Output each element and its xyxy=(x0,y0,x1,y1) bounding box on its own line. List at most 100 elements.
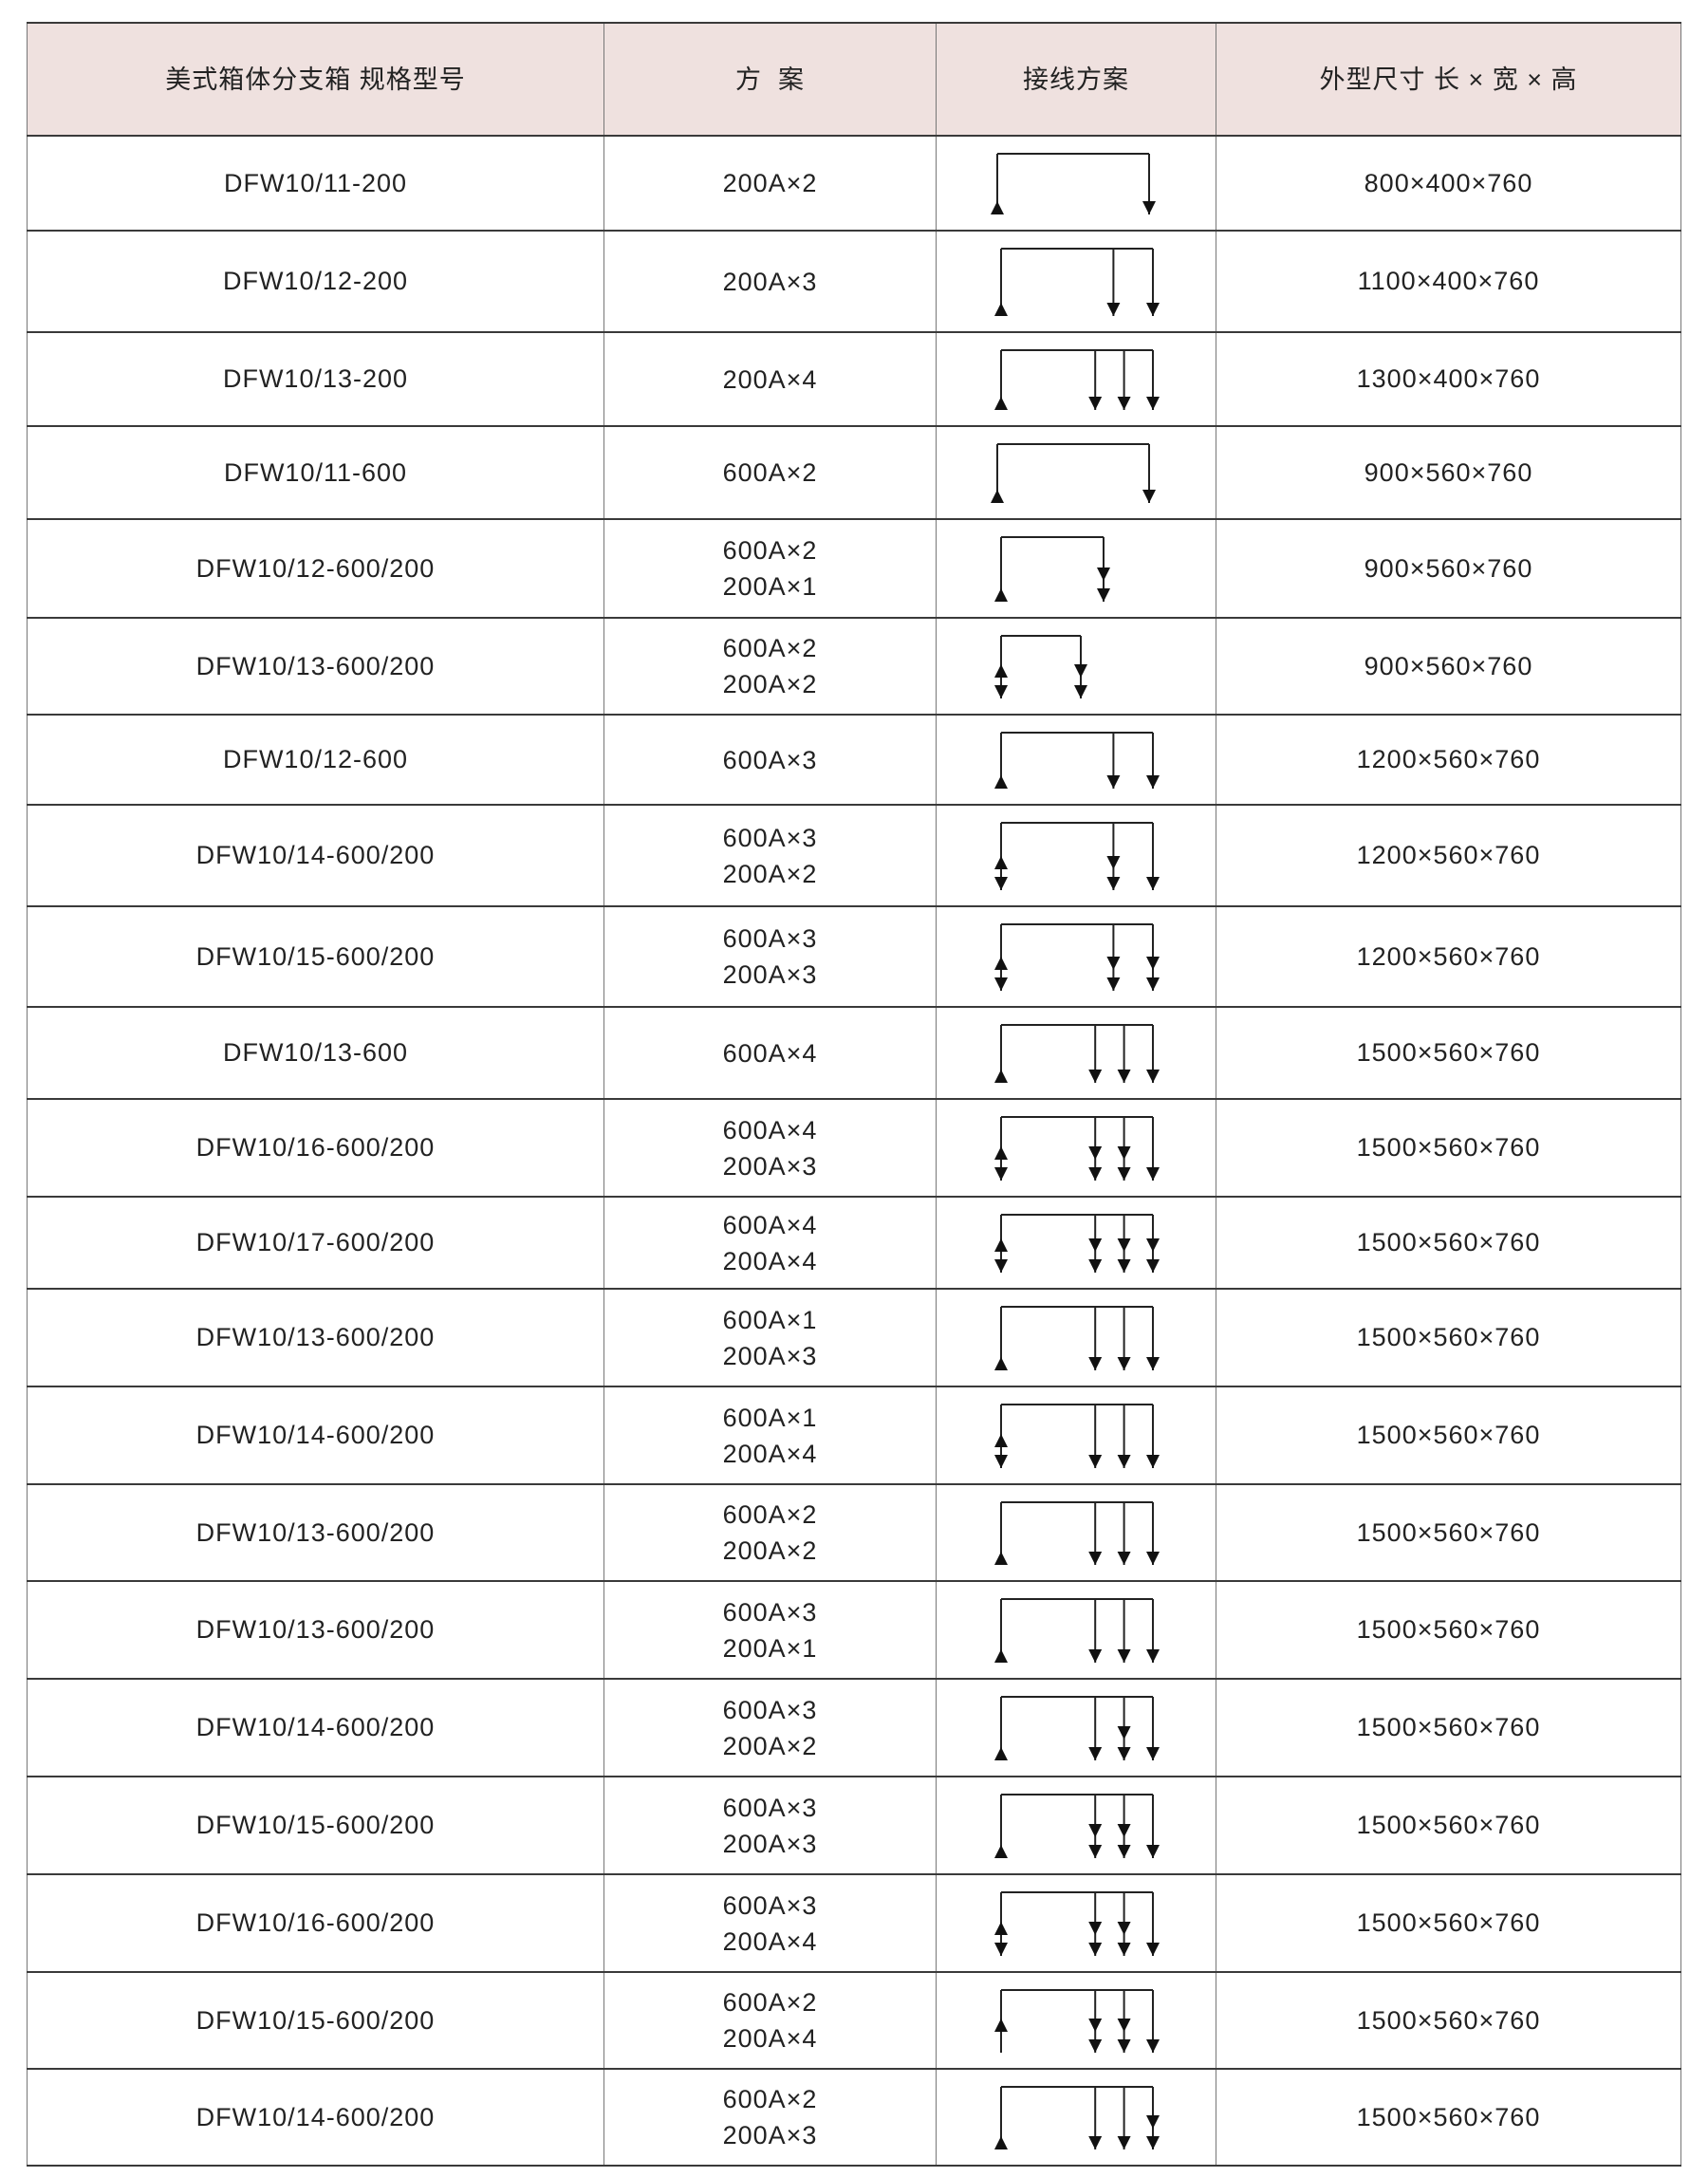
wiring-diagram xyxy=(994,1891,1160,1956)
output-down-arrow-icon xyxy=(1117,1726,1131,1740)
output-down-arrow-icon xyxy=(1097,588,1110,602)
output-down-arrow-icon xyxy=(1146,1070,1160,1083)
source-up-arrow-icon xyxy=(991,490,1004,503)
source-up-arrow-icon xyxy=(994,856,1008,869)
table-row: DFW10/15-600/200 600A×3 200A×3 1500×560×760 xyxy=(27,1776,1681,1875)
scheme-cell: 600A×4 xyxy=(603,1006,937,1100)
source-down-arrow-icon xyxy=(994,685,1008,698)
output-down-arrow-icon xyxy=(1088,1357,1103,1370)
output-down-arrow-icon xyxy=(1074,685,1087,698)
table-row: DFW10/13-600 600A×4 1500×560×760 xyxy=(27,1006,1681,1100)
scheme-line: 600A×4 xyxy=(722,1038,818,1068)
source-up-arrow-icon xyxy=(994,1845,1008,1858)
wiring-diagram-cell xyxy=(936,331,1216,427)
output-down-arrow-icon xyxy=(1146,1845,1160,1858)
scheme-cell: 600A×3 xyxy=(603,714,937,806)
model-cell: DFW10/13-600 xyxy=(27,1006,604,1100)
wiring-diagram xyxy=(994,1306,1160,1370)
wiring-diagram xyxy=(994,635,1087,698)
scheme-line: 200A×3 xyxy=(722,1341,818,1370)
wiring-diagram xyxy=(994,923,1160,991)
header-size: 外型尺寸 长 × 宽 × 高 xyxy=(1216,22,1681,137)
size-cell: 900×560×760 xyxy=(1216,617,1681,716)
wiring-diagram-cell xyxy=(936,1098,1216,1198)
output-down-arrow-icon xyxy=(1117,1943,1131,1956)
output-down-arrow-icon xyxy=(1146,2115,1160,2129)
source-up-arrow-icon xyxy=(994,1922,1008,1935)
output-down-arrow-icon xyxy=(1088,1070,1103,1083)
output-down-arrow-icon xyxy=(1146,775,1160,789)
scheme-line: 600A×2 xyxy=(722,536,818,565)
wiring-diagram xyxy=(994,1404,1160,1468)
wiring-diagram-cell xyxy=(936,1196,1216,1290)
table-row: DFW10/14-600/200 600A×1 200A×4 1500×560×760 xyxy=(27,1386,1681,1485)
table-row: DFW10/11-600 600A×2 900×560×760 xyxy=(27,425,1681,520)
wiring-diagram-cell xyxy=(936,1288,1216,1387)
scheme-line: 600A×4 xyxy=(722,1115,818,1144)
size-cell: 1200×560×760 xyxy=(1216,804,1681,907)
source-down-arrow-icon xyxy=(994,1455,1008,1468)
output-down-arrow-icon xyxy=(1117,1070,1131,1083)
scheme-cell: 600A×3 200A×2 xyxy=(603,804,937,907)
model-cell: DFW10/13-600/200 xyxy=(27,1580,604,1680)
output-down-arrow-icon xyxy=(1146,977,1160,991)
header-size-line2: 长 × 宽 × 高 xyxy=(1433,65,1578,94)
source-up-arrow-icon xyxy=(994,775,1008,789)
source-up-arrow-icon xyxy=(994,2019,1008,2032)
wiring-diagram xyxy=(994,732,1160,789)
scheme-line: 200A×3 xyxy=(722,2121,818,2149)
source-down-arrow-icon xyxy=(994,877,1008,890)
wiring-diagram xyxy=(994,1214,1160,1273)
output-down-arrow-icon xyxy=(1117,1845,1131,1858)
wiring-diagram xyxy=(994,1598,1160,1663)
table-row: DFW10/12-600/200 600A×2 200A×1 900×560×760 xyxy=(27,518,1681,619)
output-down-arrow-icon xyxy=(1106,856,1121,869)
output-down-arrow-icon xyxy=(1117,1455,1131,1468)
model-cell: DFW10/12-200 xyxy=(27,230,604,333)
wiring-diagram xyxy=(994,1794,1160,1858)
wiring-diagram xyxy=(991,443,1156,503)
scheme-cell: 200A×3 xyxy=(603,230,937,333)
scheme-cell: 200A×4 xyxy=(603,331,937,427)
scheme-cell: 600A×1 200A×4 xyxy=(603,1386,937,1485)
source-down-arrow-icon xyxy=(994,1167,1008,1181)
scheme-line: 600A×3 xyxy=(722,1695,818,1724)
header-model: 美式箱体分支箱 规格型号 xyxy=(27,22,604,137)
source-up-arrow-icon xyxy=(994,1649,1008,1663)
scheme-line: 200A×3 xyxy=(722,1151,818,1181)
output-down-arrow-icon xyxy=(1146,397,1160,410)
scheme-line: 200A×4 xyxy=(722,1926,818,1956)
output-down-arrow-icon xyxy=(1088,1238,1103,1252)
output-down-arrow-icon xyxy=(1146,1357,1160,1370)
output-down-arrow-icon xyxy=(1097,568,1110,581)
model-cell: DFW10/13-600/200 xyxy=(27,1483,604,1582)
output-down-arrow-icon xyxy=(1146,1259,1160,1273)
source-down-arrow-icon xyxy=(994,1943,1008,1956)
output-down-arrow-icon xyxy=(1117,1747,1131,1760)
source-up-arrow-icon xyxy=(994,1146,1008,1160)
output-down-arrow-icon xyxy=(1088,1167,1103,1181)
scheme-line: 600A×1 xyxy=(722,1305,818,1334)
table-row: DFW10/14-600/200 600A×2 200A×3 1500×560×760 xyxy=(27,2068,1681,2167)
wiring-diagram xyxy=(994,822,1160,890)
size-cell: 1500×560×760 xyxy=(1216,1776,1681,1875)
scheme-cell: 600A×2 200A×1 xyxy=(603,518,937,619)
source-up-arrow-icon xyxy=(994,1070,1008,1083)
output-down-arrow-icon xyxy=(1117,1259,1131,1273)
output-down-arrow-icon xyxy=(1146,1552,1160,1565)
output-down-arrow-icon xyxy=(1146,2039,1160,2053)
output-down-arrow-icon xyxy=(1088,1146,1103,1160)
output-down-arrow-icon xyxy=(1146,1747,1160,1760)
model-cell: DFW10/12-600 xyxy=(27,714,604,806)
scheme-cell: 600A×4 200A×4 xyxy=(603,1196,937,1290)
scheme-line: 200A×3 xyxy=(722,267,818,296)
wiring-diagram xyxy=(991,153,1156,214)
size-cell: 1500×560×760 xyxy=(1216,1288,1681,1387)
wiring-diagram-cell xyxy=(936,1971,1216,2070)
source-up-arrow-icon xyxy=(994,1357,1008,1370)
size-cell: 1500×560×760 xyxy=(1216,1873,1681,1973)
scheme-cell: 600A×2 200A×2 xyxy=(603,1483,937,1582)
scheme-line: 200A×4 xyxy=(722,364,818,394)
wiring-diagram-cell xyxy=(936,1873,1216,1973)
output-down-arrow-icon xyxy=(1074,664,1087,678)
